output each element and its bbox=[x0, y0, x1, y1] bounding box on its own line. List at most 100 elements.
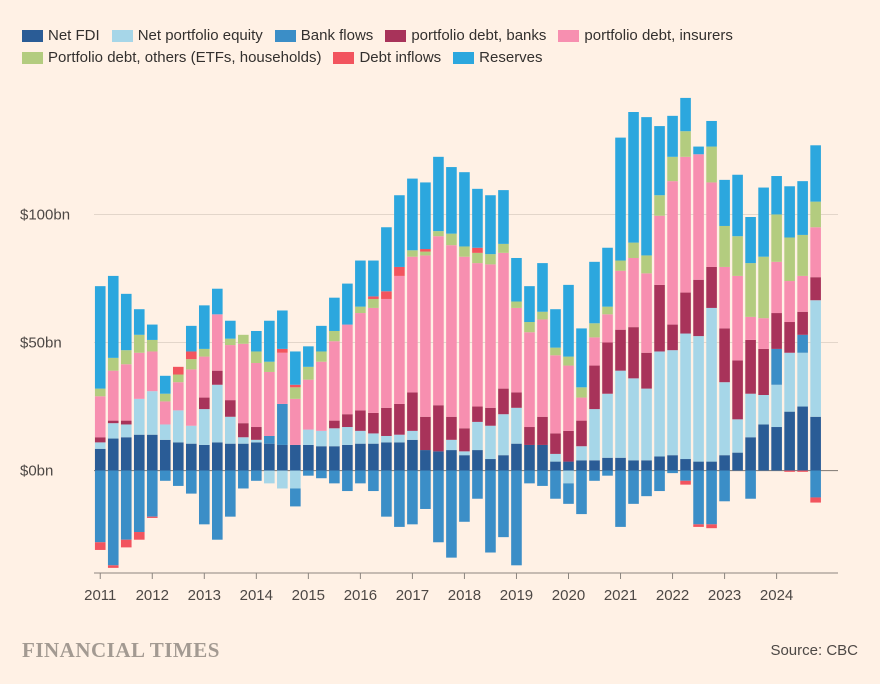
bar-segment bbox=[576, 328, 587, 388]
bar-segment bbox=[628, 242, 639, 258]
bar-segment bbox=[407, 392, 418, 431]
bar-segment bbox=[303, 470, 314, 476]
bar-segment bbox=[407, 470, 418, 525]
bar-segment bbox=[641, 273, 652, 353]
bar-segment bbox=[810, 201, 821, 228]
bar-segment bbox=[107, 423, 119, 439]
bar-segment bbox=[667, 156, 678, 182]
bar-segment bbox=[511, 443, 522, 471]
x-tick-label: 2013 bbox=[188, 587, 221, 604]
bar-segment bbox=[628, 112, 639, 243]
bar-segment bbox=[238, 343, 249, 424]
bar-segment bbox=[212, 314, 223, 371]
bar-segment bbox=[146, 434, 158, 471]
bar-segment bbox=[198, 444, 210, 471]
bar-segment bbox=[576, 420, 587, 447]
bar-segment bbox=[446, 416, 457, 440]
bar-segment bbox=[485, 425, 496, 460]
bar-segment bbox=[212, 384, 223, 443]
bar-segment bbox=[238, 334, 249, 344]
bar-segment bbox=[472, 263, 483, 407]
bar-segment bbox=[433, 236, 444, 406]
bar-segment bbox=[277, 310, 288, 349]
bar-segment bbox=[706, 266, 717, 308]
bar-segment bbox=[368, 296, 379, 299]
x-tick-label: 2012 bbox=[136, 587, 169, 604]
bar-segment bbox=[797, 470, 808, 472]
bar-segment bbox=[472, 421, 483, 451]
legend-swatch bbox=[453, 52, 475, 64]
bar-segment bbox=[472, 406, 483, 422]
bar-segment bbox=[368, 443, 379, 471]
bar-segment bbox=[303, 366, 314, 380]
bar-segment bbox=[355, 443, 366, 471]
bar-segment bbox=[485, 407, 496, 426]
bar-segment bbox=[225, 416, 236, 444]
bar-segment bbox=[797, 181, 808, 235]
bar-segment bbox=[394, 266, 405, 276]
bar-segment bbox=[290, 444, 301, 471]
bar-segment bbox=[212, 288, 223, 315]
bar-segment bbox=[120, 350, 132, 365]
bar-segment bbox=[589, 337, 600, 366]
bar-segment bbox=[485, 459, 496, 471]
bar-segment bbox=[654, 470, 665, 492]
bar-segment bbox=[459, 470, 470, 522]
bar-segment bbox=[602, 470, 613, 476]
bar-segment bbox=[550, 433, 561, 454]
bar-segment bbox=[758, 348, 769, 396]
bar-segment bbox=[745, 217, 756, 264]
bar-segment bbox=[563, 365, 574, 431]
bar-segment bbox=[589, 460, 600, 471]
bar-segment bbox=[290, 488, 301, 507]
bar-segment bbox=[524, 427, 535, 445]
bar-segment bbox=[368, 470, 379, 492]
bar-segment bbox=[732, 275, 743, 361]
bar-segment bbox=[316, 446, 327, 471]
bar-segment bbox=[628, 378, 639, 461]
bar-segment bbox=[212, 470, 223, 540]
bar-segment bbox=[667, 350, 678, 456]
legend-label: portfolio debt, banks bbox=[411, 27, 547, 44]
bar-segment bbox=[277, 470, 288, 489]
bar-segment bbox=[537, 263, 548, 312]
bar-segment bbox=[433, 470, 444, 543]
x-tick-label: 2019 bbox=[500, 587, 533, 604]
bar-segment bbox=[511, 392, 522, 408]
bar-segment bbox=[316, 351, 327, 362]
source-note: Source: CBC bbox=[770, 642, 858, 659]
x-tick-label: 2020 bbox=[552, 587, 585, 604]
bar-segment bbox=[641, 117, 652, 256]
bar-segment bbox=[680, 131, 691, 157]
bar-segment bbox=[277, 403, 288, 445]
bar-segment bbox=[420, 249, 431, 252]
bar-segment bbox=[238, 443, 249, 471]
bar-segment bbox=[172, 442, 184, 471]
legend-label: Reserves bbox=[479, 49, 543, 66]
legend-item: Net portfolio equity bbox=[111, 26, 263, 46]
bar-segment bbox=[225, 470, 236, 517]
financial-times-logo: FINANCIAL TIMES bbox=[22, 638, 220, 662]
bar-segment bbox=[355, 306, 366, 314]
bar-segment bbox=[290, 470, 301, 489]
bar-segment bbox=[667, 455, 678, 471]
bar-segment bbox=[810, 277, 821, 301]
bar-segment bbox=[264, 435, 275, 444]
bar-segment bbox=[472, 247, 483, 253]
bar-segment bbox=[459, 428, 470, 452]
bar-segment bbox=[446, 450, 457, 471]
bar-segment bbox=[524, 322, 535, 333]
bar-segment bbox=[264, 443, 275, 471]
bar-segment bbox=[368, 307, 379, 413]
bar-segment bbox=[290, 384, 301, 388]
bar-segment bbox=[693, 154, 704, 280]
bar-segment bbox=[615, 260, 626, 271]
bar-segment bbox=[758, 424, 769, 471]
bar-segment bbox=[368, 260, 379, 297]
bar-segment bbox=[251, 470, 262, 481]
bar-segment bbox=[381, 442, 392, 471]
bar-segment bbox=[758, 318, 769, 349]
bar-segment bbox=[316, 430, 327, 447]
bar-segment bbox=[342, 470, 353, 492]
bar-segment bbox=[355, 410, 366, 431]
